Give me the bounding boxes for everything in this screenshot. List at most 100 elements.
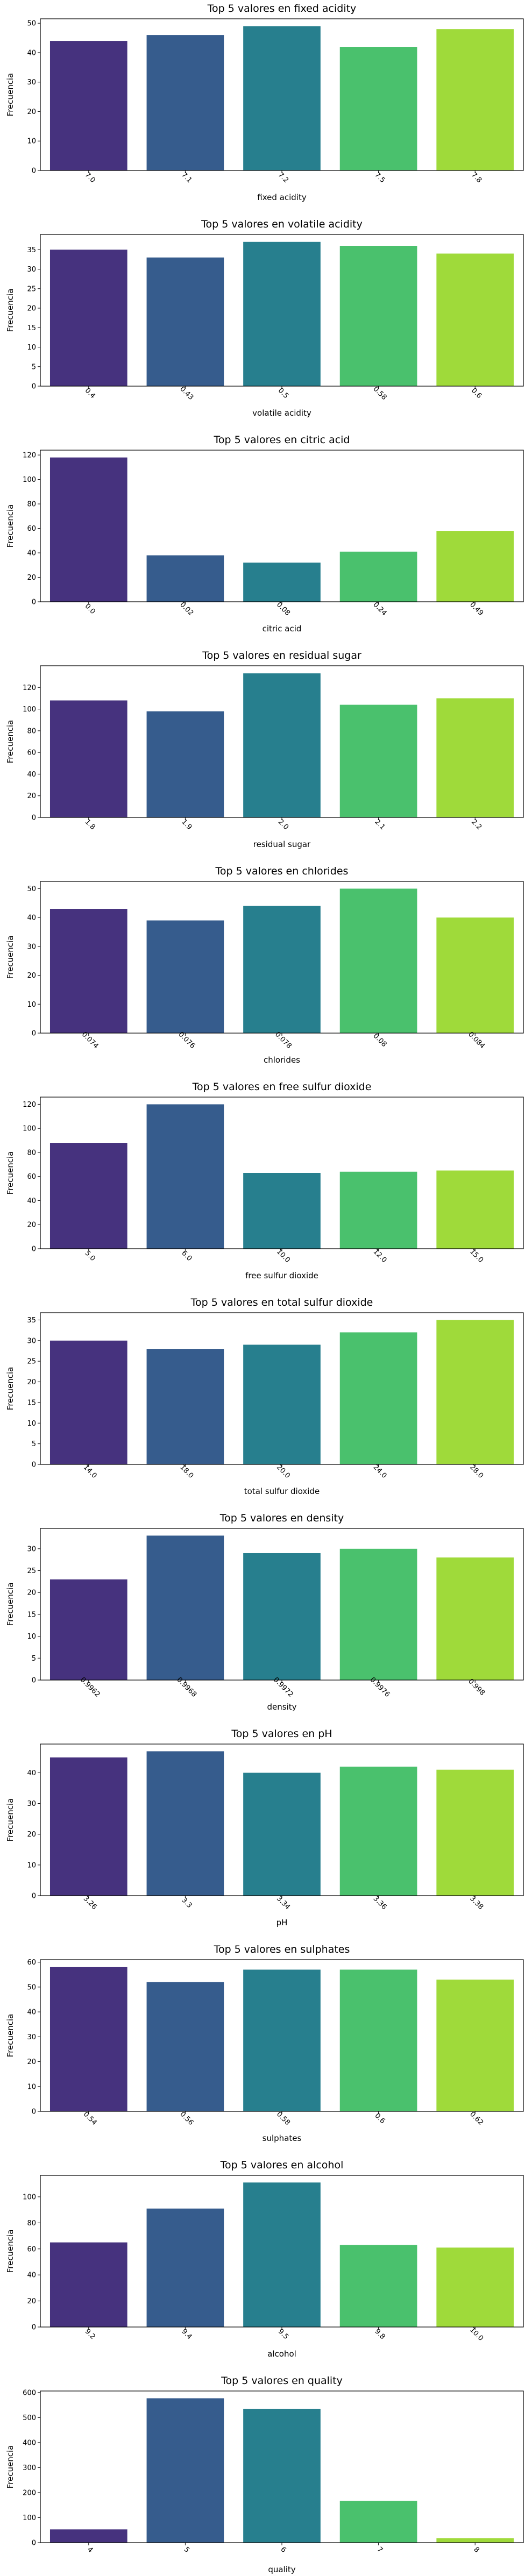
x-tick-label: 0.58	[372, 385, 388, 402]
y-tick-label: 200	[23, 2489, 36, 2497]
x-tick-label: 7.2	[276, 171, 290, 184]
plot-frame	[40, 2390, 524, 2543]
y-tick-label: 30	[27, 943, 36, 951]
x-tick-label: 7.1	[180, 171, 193, 184]
x-tick-label: 7.0	[83, 171, 97, 184]
x-tick-label: 6	[279, 2545, 287, 2554]
y-tick-label: 100	[23, 476, 36, 484]
y-tick-label: 0	[32, 2324, 36, 2332]
bar	[49, 700, 127, 817]
chart-title: Top 5 valores en volatile acidity	[201, 218, 363, 230]
y-tick-label: 30	[27, 266, 36, 274]
y-axis-label: Frecuencia	[5, 2445, 15, 2489]
bar	[243, 2182, 321, 2327]
bar	[436, 1320, 514, 1464]
x-axis-label: volatile acidity	[252, 408, 311, 418]
chart-panel: Top 5 valores en volatile acidity 0 5 10 15 2…	[5, 218, 524, 418]
bar	[436, 1170, 514, 1249]
chart-title: Top 5 valores en chlorides	[215, 865, 349, 877]
plot-frame	[40, 18, 524, 171]
y-tick-label: 20	[27, 972, 36, 980]
plot-frame	[40, 881, 524, 1034]
x-axis-label: quality	[268, 2565, 295, 2574]
bar	[243, 1773, 321, 1896]
bar	[243, 241, 321, 386]
bar	[49, 2242, 127, 2327]
y-tick-label: 120	[23, 1101, 36, 1109]
bar	[49, 1757, 127, 1896]
plot-frame	[40, 1312, 524, 1465]
bar	[146, 1535, 224, 1680]
y-axis-label: Frecuencia	[5, 2014, 15, 2058]
y-tick-label: 40	[27, 1769, 36, 1777]
x-tick-label: 12.0	[372, 1248, 388, 1264]
y-tick-label: 600	[23, 2389, 36, 2397]
x-tick-label: 3.26	[82, 1895, 98, 1911]
y-axis-label: Frecuencia	[5, 720, 15, 764]
bar	[49, 250, 127, 386]
y-tick-label: 35	[27, 246, 36, 254]
bar	[339, 1332, 417, 1464]
y-tick-label: 300	[23, 2464, 36, 2472]
chart-title: Top 5 valores en quality	[221, 2375, 343, 2387]
bar	[339, 888, 417, 1033]
x-axis-label: citric acid	[263, 624, 302, 634]
y-tick-label: 100	[23, 2193, 36, 2201]
y-axis-label: Frecuencia	[5, 1367, 15, 1411]
bar	[339, 1548, 417, 1680]
x-axis-label: alcohol	[267, 2349, 296, 2359]
x-tick-label: 24.0	[372, 1463, 388, 1480]
y-tick-label: 60	[27, 1959, 36, 1967]
x-tick-label: 1.9	[180, 818, 193, 831]
x-tick-label: 7.8	[470, 171, 483, 184]
y-tick-label: 25	[27, 1358, 36, 1366]
y-tick-label: 50	[27, 885, 36, 893]
x-tick-label: 1.8	[83, 818, 97, 831]
y-axis-label: Frecuencia	[5, 504, 15, 548]
y-tick-label: 80	[27, 1149, 36, 1157]
bar	[49, 41, 127, 170]
bar	[49, 457, 127, 602]
y-tick-label: 40	[27, 2009, 36, 2017]
y-tick-label: 30	[27, 1545, 36, 1553]
y-tick-label: 10	[27, 1861, 36, 1869]
x-tick-label: 0.56	[178, 2110, 195, 2127]
chart-title: Top 5 valores en pH	[231, 1728, 332, 1740]
bar	[436, 698, 514, 817]
y-tick-label: 0	[32, 814, 36, 822]
y-tick-label: 500	[23, 2414, 36, 2422]
x-tick-label: 0.078	[273, 1030, 293, 1050]
bar	[49, 909, 127, 1033]
bar	[339, 47, 417, 171]
x-axis-label: chlorides	[264, 1055, 300, 1065]
x-tick-label: 0.0	[83, 602, 97, 616]
x-tick-label: 4	[86, 2545, 94, 2554]
chart-panel: Top 5 valores en alcohol 0 20 40 60 80 100 9.2 9…	[5, 2159, 524, 2359]
x-axis-label: total sulfur dioxide	[244, 1486, 320, 1496]
y-tick-label: 100	[23, 1125, 36, 1133]
y-tick-label: 0	[32, 1461, 36, 1469]
x-axis-label: density	[267, 1702, 297, 1712]
y-axis-label: Frecuencia	[5, 1583, 15, 1626]
bar	[436, 2247, 514, 2327]
plot-frame	[40, 665, 524, 818]
x-tick-label: 6.0	[180, 1249, 193, 1263]
bar	[146, 1982, 224, 2111]
y-axis-label: Frecuencia	[5, 73, 15, 117]
x-tick-label: 2.0	[276, 818, 290, 831]
bar	[339, 2245, 417, 2327]
y-tick-label: 10	[27, 1001, 36, 1009]
y-tick-label: 0	[32, 1677, 36, 1685]
y-tick-label: 120	[23, 452, 36, 460]
y-axis-label: Frecuencia	[5, 936, 15, 979]
y-tick-label: 20	[27, 2297, 36, 2305]
x-axis-label: residual sugar	[253, 839, 311, 849]
y-tick-label: 20	[27, 108, 36, 116]
y-tick-label: 40	[27, 550, 36, 558]
bar	[243, 1553, 321, 1680]
bar	[436, 1769, 514, 1896]
y-tick-label: 30	[27, 2033, 36, 2041]
x-tick-label: 0.4	[83, 387, 97, 400]
bar	[146, 257, 224, 386]
